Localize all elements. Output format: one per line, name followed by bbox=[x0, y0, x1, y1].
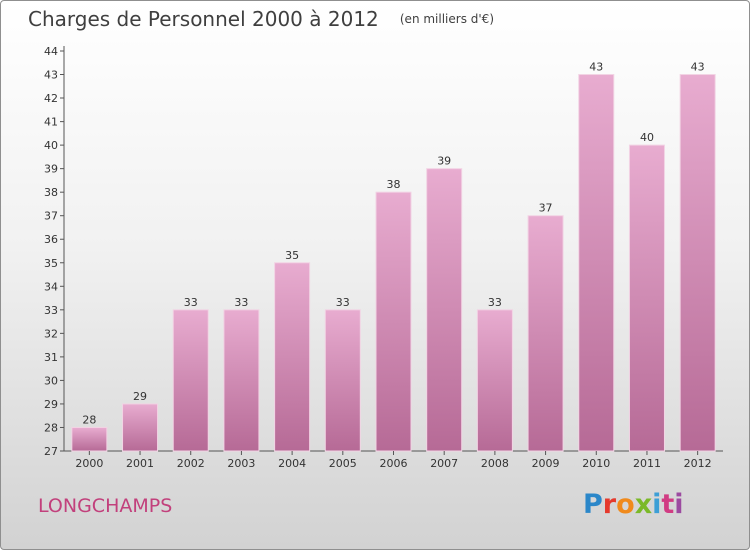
bar bbox=[679, 74, 716, 452]
y-tick-label: 29 bbox=[44, 398, 58, 411]
bar-value-label: 43 bbox=[691, 61, 705, 74]
bar bbox=[71, 426, 108, 452]
x-tick-label: 2000 bbox=[75, 457, 103, 470]
x-tick-label: 2004 bbox=[278, 457, 306, 470]
bar-value-label: 35 bbox=[285, 249, 299, 262]
logo-letter: t bbox=[661, 489, 675, 520]
y-tick-label: 40 bbox=[44, 139, 58, 152]
bar-value-label: 40 bbox=[640, 131, 654, 144]
x-tick-label: 2009 bbox=[532, 457, 560, 470]
x-tick-label: 2002 bbox=[177, 457, 205, 470]
y-tick-label: 30 bbox=[44, 374, 58, 387]
bar bbox=[223, 309, 260, 452]
bar-value-label: 33 bbox=[488, 296, 502, 309]
bar bbox=[476, 309, 513, 452]
x-tick-label: 2005 bbox=[329, 457, 357, 470]
y-tick-label: 43 bbox=[44, 69, 58, 82]
y-tick-label: 36 bbox=[44, 233, 58, 246]
title-row: Charges de Personnel 2000 à 2012 (en mil… bbox=[28, 7, 494, 31]
x-tick-label: 2012 bbox=[684, 457, 712, 470]
logo-letter: P bbox=[583, 489, 603, 520]
commune-name: LONGCHAMPS bbox=[38, 495, 173, 517]
y-tick-label: 44 bbox=[44, 45, 58, 58]
bar-value-label: 33 bbox=[336, 296, 350, 309]
bar bbox=[426, 168, 463, 452]
y-tick-label: 34 bbox=[44, 280, 58, 293]
logo-letter: x bbox=[634, 489, 653, 520]
x-tick-label: 2008 bbox=[481, 457, 509, 470]
y-tick-label: 39 bbox=[44, 163, 58, 176]
y-tick-label: 31 bbox=[44, 351, 58, 364]
x-tick-label: 2001 bbox=[126, 457, 154, 470]
y-tick-label: 33 bbox=[44, 304, 58, 317]
x-tick-label: 2007 bbox=[430, 457, 458, 470]
bar bbox=[527, 215, 564, 452]
bar-value-label: 29 bbox=[133, 390, 147, 403]
y-tick-label: 35 bbox=[44, 257, 58, 270]
logo-letter: o bbox=[616, 489, 635, 520]
y-tick-label: 38 bbox=[44, 186, 58, 199]
y-tick-label: 28 bbox=[44, 421, 58, 434]
bar bbox=[274, 262, 311, 452]
y-tick-label: 27 bbox=[44, 445, 58, 458]
y-tick-label: 41 bbox=[44, 116, 58, 129]
logo-letter: r bbox=[602, 489, 617, 520]
bar bbox=[122, 403, 159, 452]
bar-value-label: 33 bbox=[234, 296, 248, 309]
chart-subtitle: (en milliers d'€) bbox=[399, 12, 494, 26]
bar-value-label: 33 bbox=[184, 296, 198, 309]
bar-value-label: 39 bbox=[437, 155, 451, 168]
bar bbox=[324, 309, 361, 452]
bar-value-label: 37 bbox=[539, 202, 553, 215]
x-tick-label: 2011 bbox=[633, 457, 661, 470]
chart-title: Charges de Personnel 2000 à 2012 bbox=[28, 7, 379, 31]
y-tick-label: 32 bbox=[44, 327, 58, 340]
proxiti-logo: Proxiti bbox=[583, 489, 684, 520]
logo-letter: i bbox=[674, 489, 684, 520]
y-tick-label: 37 bbox=[44, 210, 58, 223]
x-tick-label: 2003 bbox=[227, 457, 255, 470]
bar-value-label: 28 bbox=[82, 413, 96, 426]
bar-value-label: 38 bbox=[387, 178, 401, 191]
bar bbox=[172, 309, 209, 452]
bar bbox=[578, 74, 615, 452]
y-tick-label: 42 bbox=[44, 92, 58, 105]
bar bbox=[375, 191, 412, 452]
x-tick-label: 2006 bbox=[380, 457, 408, 470]
bar-value-label: 43 bbox=[589, 61, 603, 74]
logo-letter: i bbox=[652, 489, 662, 520]
x-tick-label: 2010 bbox=[582, 457, 610, 470]
bar bbox=[628, 144, 665, 452]
